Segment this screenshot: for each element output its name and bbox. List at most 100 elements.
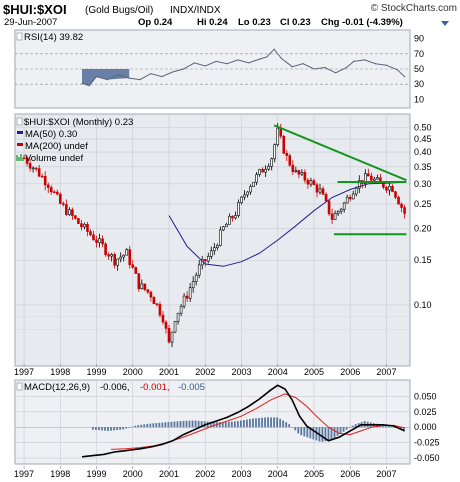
- price-bar-body: [143, 283, 147, 290]
- macd-legend-box: [16, 382, 23, 391]
- rsi-legend: RSI(14) 39.82: [24, 32, 83, 43]
- price-bar-body: [191, 281, 195, 289]
- dropdown-triangle-icon[interactable]: [441, 21, 449, 26]
- macd-histogram-bar: [306, 427, 309, 438]
- year-label-1997: 1997: [14, 367, 34, 377]
- chart-header: $HUI:$XOI (Gold Bugs/Oil) INDX/INDX © St…: [3, 2, 457, 28]
- change-value: Chg -0.01 (-4.39%): [321, 17, 403, 28]
- price-bar-body: [92, 234, 95, 241]
- price-bar-body: [173, 321, 177, 333]
- rsi-series: [81, 48, 406, 87]
- price-bar-body: [149, 291, 153, 298]
- high-value: Hi 0.24: [197, 17, 228, 28]
- ma200-legend: MA(200) undef: [25, 141, 88, 152]
- rsi-point: [117, 74, 119, 76]
- price-bar-body: [303, 172, 307, 181]
- macd-histogram-bar: [116, 427, 118, 431]
- rsi-point: [150, 72, 152, 75]
- macd-histogram-bar: [98, 427, 100, 431]
- price-bar-body: [170, 331, 174, 343]
- price-bar-body: [357, 180, 361, 189]
- price-bar-body: [98, 238, 101, 243]
- price-bar-body: [297, 170, 301, 175]
- price-bar-body: [101, 238, 104, 245]
- price-bar-body: [397, 197, 400, 205]
- macd-histogram-bar: [333, 427, 336, 438]
- macd-histogram-bar: [273, 417, 276, 428]
- rsi-point: [215, 60, 217, 63]
- macd-histogram-bar: [191, 420, 194, 428]
- rsi-oversold-fill: [82, 69, 130, 86]
- rsi-point: [106, 79, 109, 81]
- macd-panel: 0.050 0.025 0.000 -0.025 -0.050 MACD(12,26,9…: [14, 379, 440, 465]
- price-bar-body: [385, 187, 388, 191]
- low-value: Lo 0.23: [238, 17, 271, 28]
- macd-axis-labels: 0.050 0.025 0.000 -0.025 -0.050: [414, 391, 440, 463]
- rsi-point: [324, 66, 326, 69]
- rsi-axis-labels: 90 70 50 30 10: [414, 34, 424, 105]
- price-tick-0.30: 0.30: [414, 179, 432, 189]
- ma200-legend-swatch: [17, 143, 23, 146]
- macd-histogram-bar: [182, 420, 185, 428]
- price-bar-body: [351, 193, 355, 200]
- price-bar-body: [209, 250, 213, 257]
- price-bar-body: [167, 328, 171, 343]
- rsi-point: [403, 76, 406, 78]
- macd-histogram-bar: [176, 421, 179, 428]
- price-bar-body: [46, 184, 50, 188]
- rsi-point: [313, 68, 315, 70]
- price-bar-body: [348, 196, 352, 200]
- macd-legend-histogram: -0.005: [178, 382, 205, 393]
- rsi-point: [396, 69, 398, 71]
- volume-legend-icon: [16, 154, 24, 161]
- price-bar-body: [282, 135, 286, 154]
- rsi-point: [335, 72, 337, 74]
- price-bar-body: [318, 188, 322, 193]
- macd-histogram-bar: [345, 427, 348, 430]
- price-bar-body: [40, 175, 44, 178]
- rsi-point: [259, 58, 261, 60]
- macd-histogram-bar: [224, 422, 227, 428]
- chart-symbol: $HUI:$XOI: [3, 2, 67, 17]
- macd-histogram-bar: [354, 424, 357, 428]
- rsi-point: [182, 68, 185, 70]
- macd-tick-0.025: 0.025: [414, 407, 437, 417]
- rsi-point: [248, 62, 250, 64]
- price-bar-body: [370, 175, 373, 181]
- macd-legend-signal: -0.001,: [140, 382, 170, 393]
- macd-histogram-bar: [158, 422, 161, 428]
- rsi-point: [139, 79, 141, 81]
- macd-histogram-bar: [321, 427, 324, 442]
- macd-histogram-bar: [122, 427, 125, 430]
- price-bar-body: [291, 164, 295, 172]
- rsi-tick-90: 90: [414, 34, 424, 44]
- price-bar-body: [276, 127, 280, 146]
- rsi-point: [280, 57, 282, 59]
- macd-histogram-bar: [261, 417, 263, 428]
- price-bar-body: [86, 223, 89, 232]
- price-tick-0.40: 0.40: [414, 147, 432, 157]
- rsi-point: [353, 60, 355, 63]
- macd-histogram-bar: [200, 421, 203, 428]
- year-label-2003: 2003: [231, 469, 251, 479]
- macd-histogram-bar: [267, 417, 269, 428]
- price-bar-body: [128, 249, 132, 265]
- price-bar-body: [65, 204, 68, 215]
- macd-histogram-bar: [348, 427, 351, 428]
- macd-histogram-bar: [291, 427, 294, 428]
- macd-histogram-bar: [161, 422, 164, 428]
- price-bar-body: [228, 215, 231, 225]
- macd-histogram-bar: [381, 425, 384, 428]
- rsi-point: [364, 59, 366, 61]
- macd-histogram-bar: [264, 417, 266, 428]
- year-label-2000: 2000: [123, 469, 143, 479]
- macd-histogram-bar: [110, 427, 112, 431]
- macd-histogram-bar: [155, 423, 158, 428]
- macd-legend-label: MACD(12,26,9): [24, 382, 90, 393]
- macd-histogram-bar: [384, 425, 387, 428]
- macd-tick-0.050: 0.050: [414, 391, 437, 401]
- price-bar-body: [203, 259, 207, 262]
- macd-histogram-bar: [324, 427, 327, 442]
- macd-histogram-bar: [303, 427, 306, 437]
- price-bar-body: [43, 176, 47, 186]
